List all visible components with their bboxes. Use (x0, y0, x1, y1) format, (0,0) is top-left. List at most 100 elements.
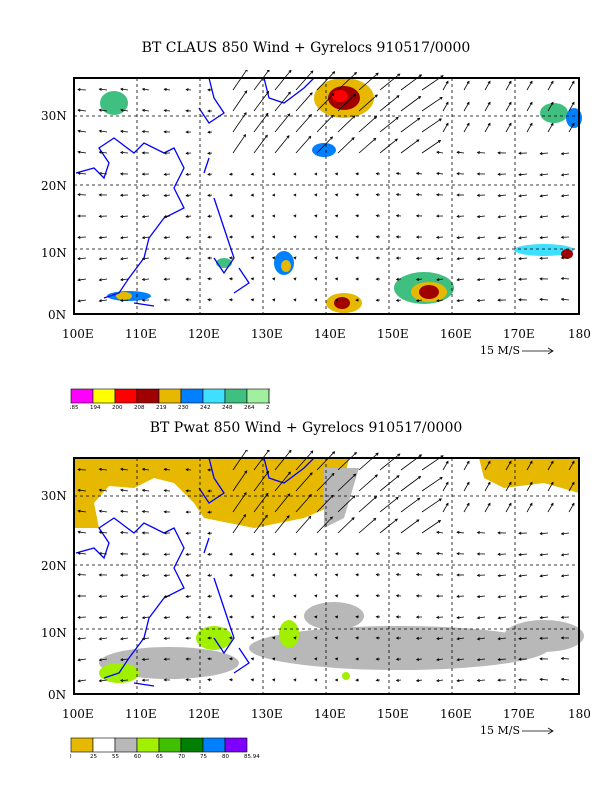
panel2-wind-arrowhead (141, 616, 146, 620)
panel1-wind-arrow (519, 215, 528, 218)
panel2-wind-arrow (232, 450, 248, 471)
panel2-wind-arrowhead (185, 594, 189, 598)
panel2-wind-arrow (164, 574, 171, 577)
panel1-wind-arrowhead (550, 122, 554, 126)
panel2-wind-arrowhead (518, 637, 522, 641)
panel1-wind-arrow (457, 278, 465, 281)
panel1-wind-arrow (463, 102, 470, 112)
panel2-wind-arrowhead (375, 452, 379, 456)
panel1-wind-arrowhead (244, 70, 248, 72)
panel1-wind-arrowhead (207, 172, 211, 176)
panel2-wind-arrow (253, 514, 268, 534)
panel1-wind-arrow (498, 236, 507, 239)
panel1-wind-arrowhead (287, 113, 291, 117)
panel2-wind-arrowhead (415, 657, 420, 661)
panel2-wind-arrow (457, 616, 465, 619)
panel1-wind-arrow (457, 299, 465, 302)
panel1-wind-arrowhead (518, 151, 522, 155)
panel2-wind-arrow (484, 482, 491, 492)
panel1-wind-arrowhead (355, 235, 359, 239)
panel2-wind-arrowhead (141, 510, 145, 514)
panel1-wind-arrowhead (77, 278, 81, 282)
panel2-wind-arrowhead (497, 574, 501, 578)
panel2-wind-arrow (416, 574, 423, 576)
panel1-wind-arrowhead (560, 277, 564, 281)
panel1-wind-arrow (416, 299, 423, 302)
panel1-wind-arrowhead (163, 109, 167, 113)
panel2-wind-arrow (99, 553, 108, 555)
panel1-wind-arrowhead (560, 235, 564, 239)
panel2-map: 100E 110E 120E 130E 140E 150E 160E 170E … (41, 450, 591, 737)
panel1-wind-arrowhead (550, 101, 554, 105)
panel2-wind-arrow (316, 473, 335, 492)
panel2-wind-arrowhead (141, 678, 145, 682)
panel1-wind-arrow (78, 109, 87, 112)
panel1-wind-arrowhead (98, 108, 102, 112)
panel2-wind-arrowhead (397, 453, 401, 457)
x-tick: 120E (188, 707, 220, 721)
panel2-wind-arrowhead (98, 616, 102, 620)
panel1-wind-arrowhead (77, 129, 81, 133)
panel1-wind-arrowhead (415, 172, 420, 176)
panel1-wind-arrow (253, 134, 268, 154)
panel2-wind-arrow (78, 489, 87, 492)
panel1-wind-arrowhead (271, 172, 276, 176)
panel1-wind-arrowhead (508, 122, 512, 126)
panel1-wind-arrowhead (98, 129, 102, 133)
panel1-wind-arrowhead (437, 140, 442, 143)
panel1-wind-arrowhead (560, 152, 565, 156)
panel2-wind-arrowhead (293, 678, 297, 682)
panel2-wind-arrowhead (518, 657, 522, 661)
panel1-wind-arrowhead (163, 87, 167, 92)
panel2-wind-arrowhead (374, 474, 378, 478)
panel1-wind-arrowhead (293, 193, 297, 197)
panel1-wind-arrowhead (497, 151, 501, 155)
panel2-wind-arrow (274, 515, 290, 534)
panel2-wind-arrowhead (293, 615, 297, 619)
panel1-wind-arrow (416, 172, 423, 175)
panel2-wind-arrowhead (456, 637, 460, 641)
panel1-grid (74, 78, 579, 314)
panel2-wind-arrowhead (271, 594, 276, 598)
panel1-wind-arrow (120, 130, 129, 133)
panel1-wind-arrow (295, 136, 311, 154)
panel1-wind-arrow (519, 194, 528, 197)
panel2-wind-arrowhead (163, 615, 167, 620)
panel1-wind-arrow (99, 257, 108, 260)
panel2-wind-arrowhead (309, 472, 313, 476)
panel1-wind-arrowhead (334, 235, 339, 239)
panel1-colorbar-label: 219 (156, 405, 167, 410)
panel1-wind-arrowhead (228, 214, 233, 218)
panel1-wind-arrow (316, 136, 333, 154)
panel2-wind-arrowhead (395, 657, 400, 661)
panel1-wind-arrowhead (207, 277, 211, 281)
panel2-reference-label: 15 M/S (480, 724, 520, 737)
panel2-wind-arrow (142, 489, 150, 492)
panel2-wind-arrow (99, 637, 108, 640)
panel1-wind-arrowhead (374, 94, 378, 98)
panel2-wind-arrow (379, 497, 399, 513)
panel2-wind-arrow (477, 637, 486, 640)
panel2-colorbar-label: 60 (134, 754, 141, 759)
panel2-wind-arrowhead (331, 472, 335, 477)
panel1-map: 100E 110E 120E 130E 140E 150E 160E 170E … (41, 70, 591, 357)
panel1-wind-arrow (498, 257, 507, 260)
panel1-wind-arrow (457, 215, 465, 217)
panel2-wind-arrowhead (539, 531, 543, 536)
panel1-wind-arrow (99, 236, 108, 239)
panel1-wind-arrow (337, 115, 356, 133)
panel2-wind-arrow (78, 510, 87, 513)
panel2-wind-arrowhead (395, 636, 399, 640)
panel1-wind-arrow (295, 114, 312, 133)
panel2-wind-arrowhead (375, 657, 379, 661)
panel1-wind-arrowhead (163, 277, 167, 281)
panel1-wind-arrowhead (438, 118, 442, 122)
panel1-wind-arrowhead (466, 101, 470, 105)
panel1-wind-arrow (316, 93, 335, 112)
panel2-wind-arrowhead (518, 595, 522, 599)
panel2-wind-arrowhead (163, 657, 167, 661)
panel2-wind-arrowhead (355, 573, 359, 577)
panel2-wind-arrow (295, 450, 314, 471)
panel2-wind-arrow (505, 503, 512, 513)
x-tick: 100E (62, 707, 94, 721)
